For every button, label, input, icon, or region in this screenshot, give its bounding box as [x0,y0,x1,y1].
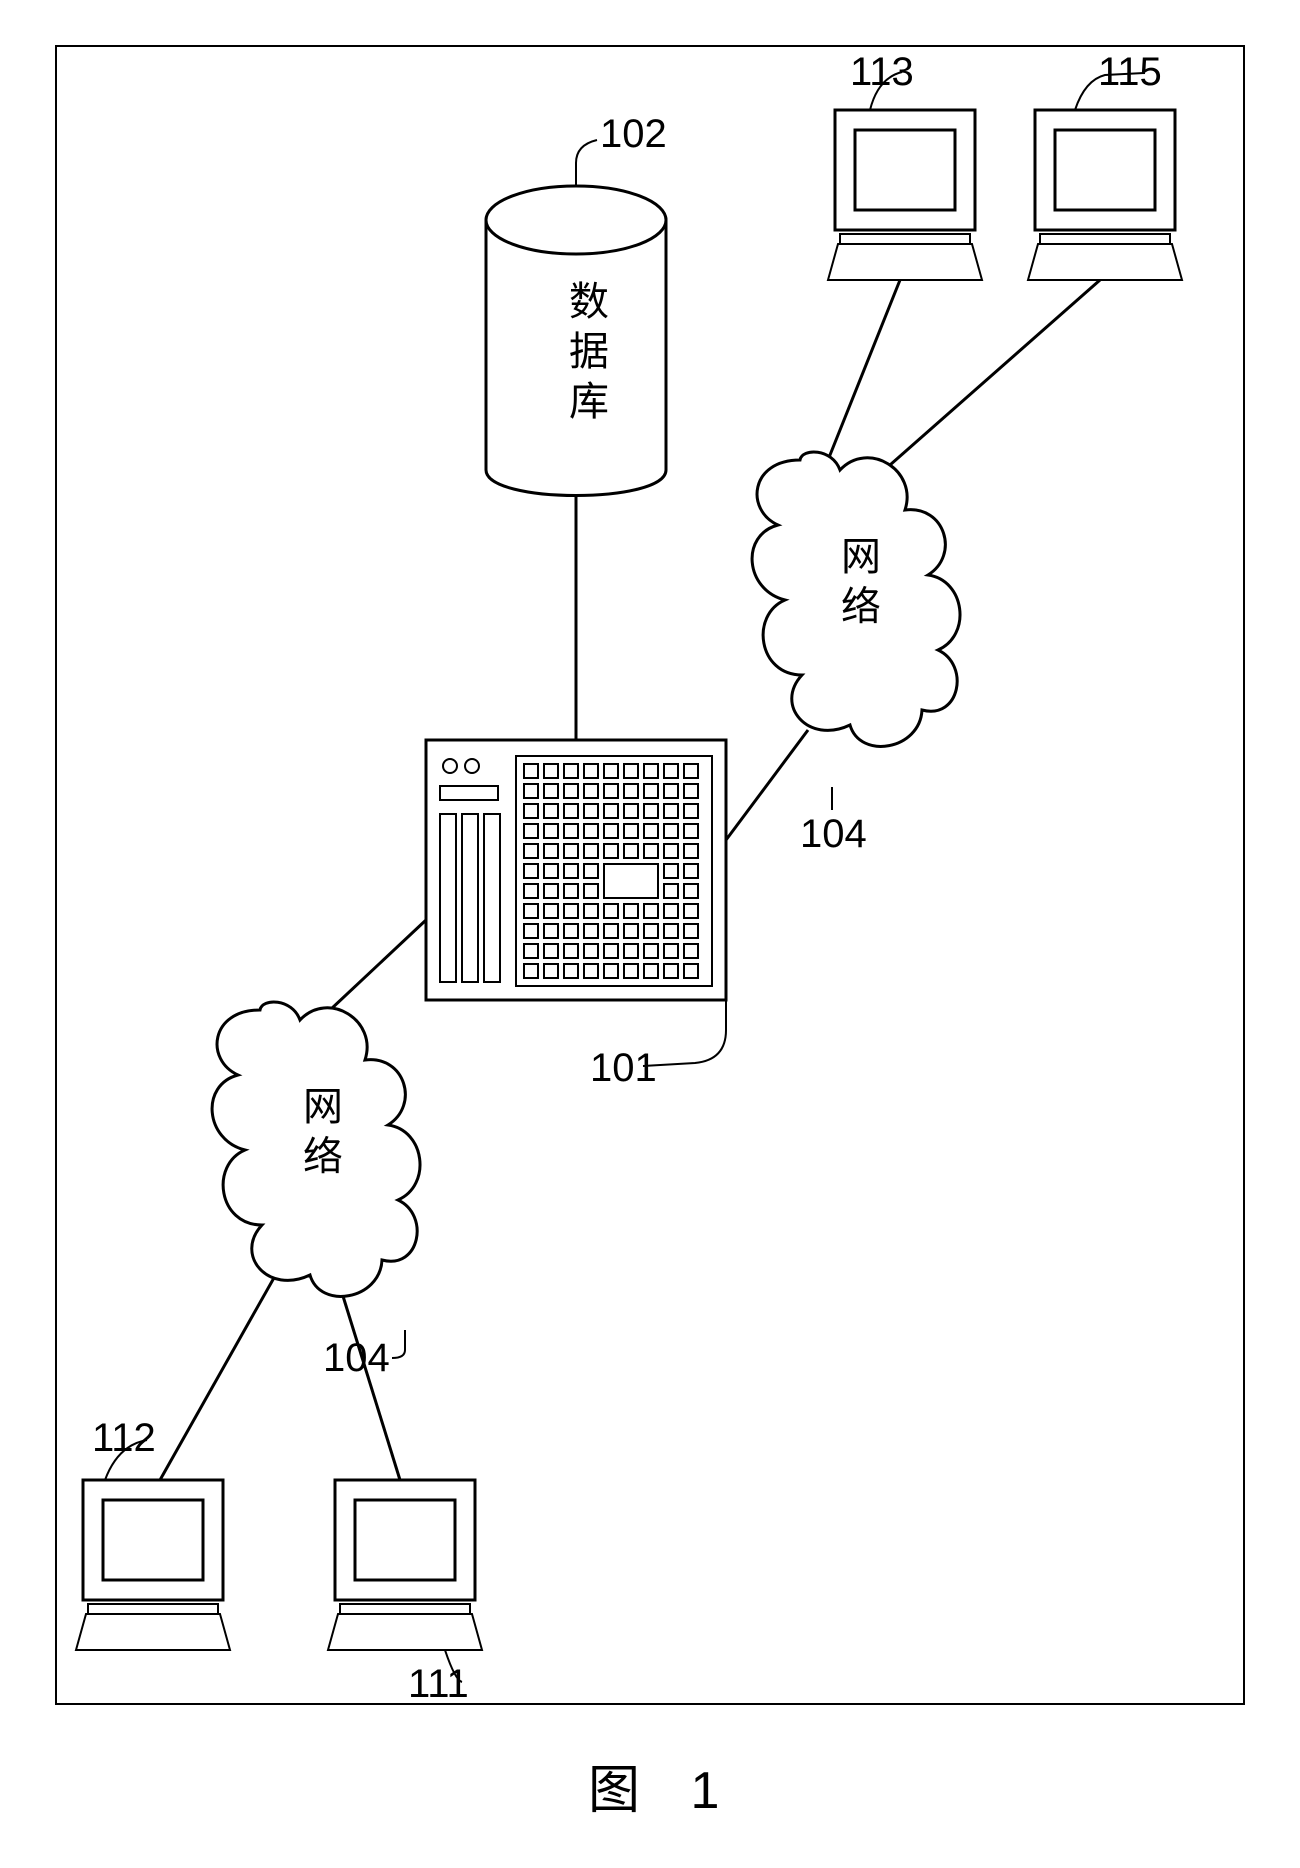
ref-112: 112 [92,1416,156,1461]
terminal-113 [828,110,982,280]
ref-111: 111 [408,1662,469,1707]
figure-caption: 图 1 [588,1748,737,1823]
ref-113: 113 [850,50,914,95]
cloud-left-label: 网络 [290,1085,348,1185]
terminal-111 [328,1480,482,1650]
cloud-right-label: 网络 [828,535,886,635]
ref-104-right: 104 [800,812,867,857]
ref-101: 101 [590,1046,657,1091]
database-label: 数据库 [556,280,614,430]
server-node [426,740,726,1000]
terminal-115 [1028,110,1182,280]
terminal-112 [76,1480,230,1650]
ref-104-left: 104 [323,1336,390,1381]
diagram-svg [0,0,1300,1868]
ref-115: 115 [1098,50,1162,95]
ref-102: 102 [600,112,667,157]
